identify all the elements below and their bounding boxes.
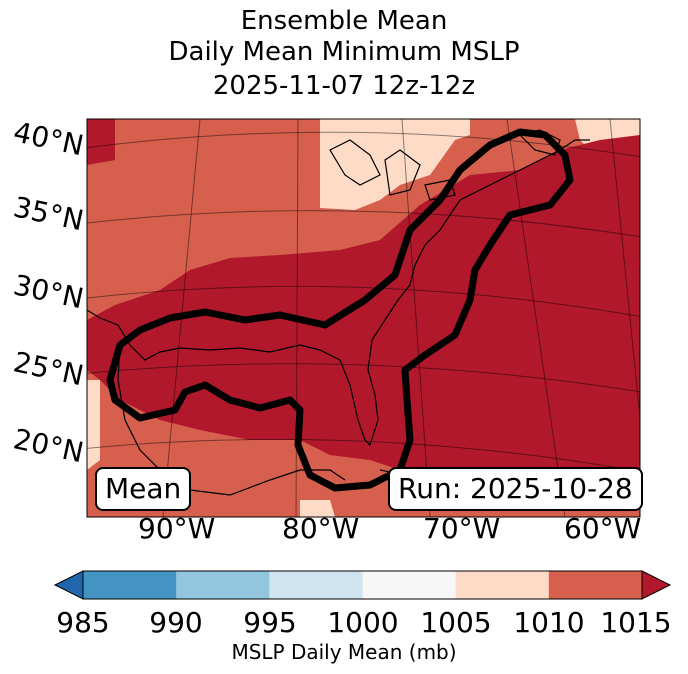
colorbar-frame [82, 570, 643, 600]
title-line-1: Ensemble Mean [240, 6, 448, 36]
lon-label-70: 70°W [423, 512, 501, 545]
mslp-contour-outline [106, 128, 574, 492]
map-area [87, 119, 640, 517]
mslp-field-low-corner [87, 119, 115, 165]
colorbar-label: MSLP Daily Mean (mb) [231, 640, 457, 664]
colorbar-tick-1010: 1010 [513, 606, 585, 639]
colorbar-tick-1015: 1015 [600, 606, 672, 639]
colorbar-segment [269, 571, 363, 599]
lon-label-60: 60°W [564, 512, 642, 545]
colorbar-segment [455, 571, 550, 599]
lon-label-80: 80°W [282, 512, 360, 545]
colorbar-segment [83, 571, 177, 599]
title-line-2: Daily Mean Minimum MSLP [168, 37, 520, 67]
colorbar-tick-1005: 1005 [420, 606, 492, 639]
run-label-box: Run: 2025-10-28 [388, 467, 643, 511]
mslp-field-high-north [320, 119, 470, 210]
lon-label-90: 90°W [138, 512, 216, 545]
mslp-field-high-west [87, 380, 100, 470]
mean-label-box: Mean [95, 467, 192, 511]
colorbar-segment [176, 571, 270, 599]
colorbar-tick-990: 990 [149, 606, 203, 639]
colorbar-tick-995: 995 [243, 606, 297, 639]
colorbar-segment [362, 571, 457, 599]
map-frame [86, 118, 641, 518]
colorbar-segment [548, 571, 643, 599]
mslp-field-high-south [300, 500, 335, 517]
colorbar [53, 570, 672, 600]
colorbar-tick-1000: 1000 [327, 606, 399, 639]
colorbar-extend-over [641, 570, 672, 600]
colorbar-tick-985: 985 [56, 606, 110, 639]
colorbar-extend-under [53, 570, 84, 600]
title-line-3: 2025-11-07 12z-12z [212, 71, 476, 101]
